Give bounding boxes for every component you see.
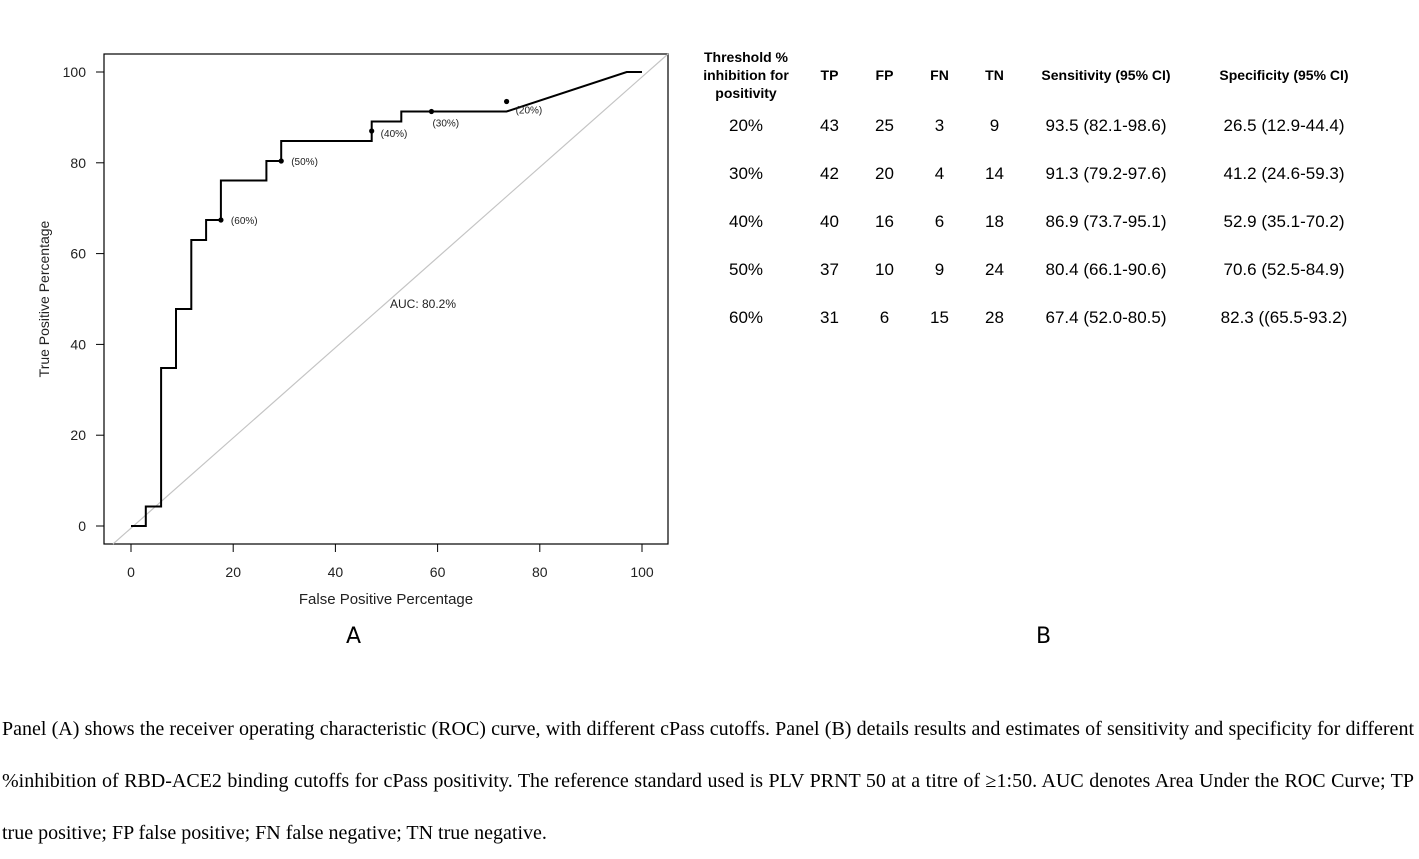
header-sensitivity: Sensitivity (95% CI) — [1041, 67, 1171, 83]
figure-caption: Panel (A) shows the receiver operating c… — [2, 718, 1414, 844]
table-header-row: Threshold % inhibition for positivity TP… — [690, 48, 1378, 102]
x-tick-label: 60 — [430, 564, 446, 580]
header-threshold: Threshold % inhibition for positivity — [690, 48, 802, 102]
table-cell-fp: 20 — [875, 164, 894, 183]
table-cell-sensitivity: 93.5 (82.1-98.6) — [1045, 116, 1167, 135]
results-table: Threshold % inhibition for positivity TP… — [690, 48, 1378, 342]
x-tick-label: 100 — [630, 564, 654, 580]
threshold-point — [218, 217, 224, 223]
threshold-point — [278, 158, 284, 164]
y-tick-label: 60 — [70, 246, 86, 262]
threshold-point — [503, 98, 510, 105]
table-cell-fp: 10 — [875, 260, 894, 279]
x-tick-label: 0 — [127, 564, 135, 580]
roc-curve-line — [131, 71, 642, 527]
table-cell-specificity: 70.6 (52.5-84.9) — [1223, 260, 1345, 279]
table-cell-tn: 18 — [985, 212, 1004, 231]
table-cell-fp: 6 — [879, 308, 890, 327]
table-cell-tn: 14 — [985, 164, 1004, 183]
table-cell-fn: 6 — [934, 212, 945, 231]
table-row: 20% 43 25 3 9 93.5 (82.1-98.6) 26.5 (12.9-44.4… — [690, 102, 1378, 150]
x-axis-label: False Positive Percentage — [299, 591, 473, 608]
table-row: 60% 31 6 15 28 67.4 (52.0-80.5) 82.3 ((65.5-93… — [690, 294, 1378, 342]
panel-b-label: B — [1036, 624, 1052, 649]
header-fn: FN — [930, 67, 949, 83]
table-cell-specificity: 41.2 (24.6-59.3) — [1223, 164, 1345, 183]
table-cell-tn: 28 — [985, 308, 1004, 327]
table-cell-threshold: 30% — [728, 164, 764, 183]
threshold-point-label: (30%) — [432, 118, 459, 129]
threshold-point — [428, 108, 435, 115]
table-cell-fn: 9 — [934, 260, 945, 279]
reference-diagonal-line — [112, 53, 669, 545]
header-threshold-line: Threshold % — [703, 49, 788, 65]
table-cell-fn: 4 — [934, 164, 945, 183]
table-row: 50% 37 10 9 24 80.4 (66.1-90.6) 70.6 (52.5-84.… — [690, 246, 1378, 294]
table-cell-specificity: 82.3 ((65.5-93.2) — [1220, 308, 1348, 327]
y-tick-label: 0 — [78, 518, 86, 534]
table-cell-specificity: 26.5 (12.9-44.4) — [1223, 116, 1345, 135]
table-cell-tp: 37 — [820, 260, 839, 279]
table-cell-threshold: 60% — [728, 308, 764, 327]
table-cell-threshold: 50% — [728, 260, 764, 279]
roc-chart: (60%) (50%) (40%) (30%) (20%) 0 20 40 60 80 100 0… — [36, 53, 669, 608]
threshold-point-label: (60%) — [231, 216, 258, 227]
y-tick-label: 80 — [70, 155, 86, 171]
table-row: 40% 40 16 6 18 86.9 (73.7-95.1) 52.9 (35.1-70.… — [690, 198, 1378, 246]
table-cell-fp: 25 — [875, 116, 894, 135]
header-specificity: Specificity (95% CI) — [1219, 67, 1349, 83]
y-axis-label: True Positive Percentage — [36, 220, 52, 377]
header-fp: FP — [875, 67, 894, 83]
panel-a-label: A — [346, 624, 362, 649]
plot-frame — [103, 53, 669, 545]
table-cell-tn: 24 — [985, 260, 1004, 279]
table-cell-fn: 3 — [934, 116, 945, 135]
threshold-point-label: (50%) — [291, 157, 318, 168]
y-tick-label: 40 — [70, 336, 86, 352]
header-tp: TP — [820, 67, 839, 83]
table-cell-threshold: 20% — [728, 116, 764, 135]
table-cell-sensitivity: 80.4 (66.1-90.6) — [1045, 260, 1167, 279]
threshold-point-label: (20%) — [516, 106, 543, 117]
table-cell-tp: 31 — [820, 308, 839, 327]
table-cell-sensitivity: 86.9 (73.7-95.1) — [1045, 212, 1167, 231]
table-cell-sensitivity: 91.3 (79.2-97.6) — [1045, 164, 1167, 183]
x-tick-label: 20 — [225, 564, 241, 580]
table-cell-specificity: 52.9 (35.1-70.2) — [1223, 212, 1345, 231]
table-cell-tp: 43 — [820, 116, 839, 135]
y-tick-label: 20 — [70, 427, 86, 443]
table-cell-fp: 16 — [875, 212, 894, 231]
header-threshold-line: inhibition for — [703, 67, 789, 83]
table-cell-fn: 15 — [930, 308, 949, 327]
table-cell-threshold: 40% — [728, 212, 764, 231]
y-tick-label: 100 — [63, 64, 87, 80]
table-cell-tn: 9 — [989, 116, 1000, 135]
table-cell-sensitivity: 67.4 (52.0-80.5) — [1045, 308, 1167, 327]
header-tn: TN — [985, 67, 1004, 83]
threshold-point — [369, 128, 375, 134]
auc-annotation: AUC: 80.2% — [390, 297, 456, 311]
x-tick-label: 80 — [532, 564, 548, 580]
table-cell-tp: 42 — [820, 164, 839, 183]
table-cell-tp: 40 — [820, 212, 839, 231]
table-row: 30% 42 20 4 14 91.3 (79.2-97.6) 41.2 (24.6-59.… — [690, 150, 1378, 198]
header-threshold-line: positivity — [715, 85, 777, 101]
x-tick-label: 40 — [328, 564, 344, 580]
threshold-point-label: (40%) — [381, 129, 408, 140]
